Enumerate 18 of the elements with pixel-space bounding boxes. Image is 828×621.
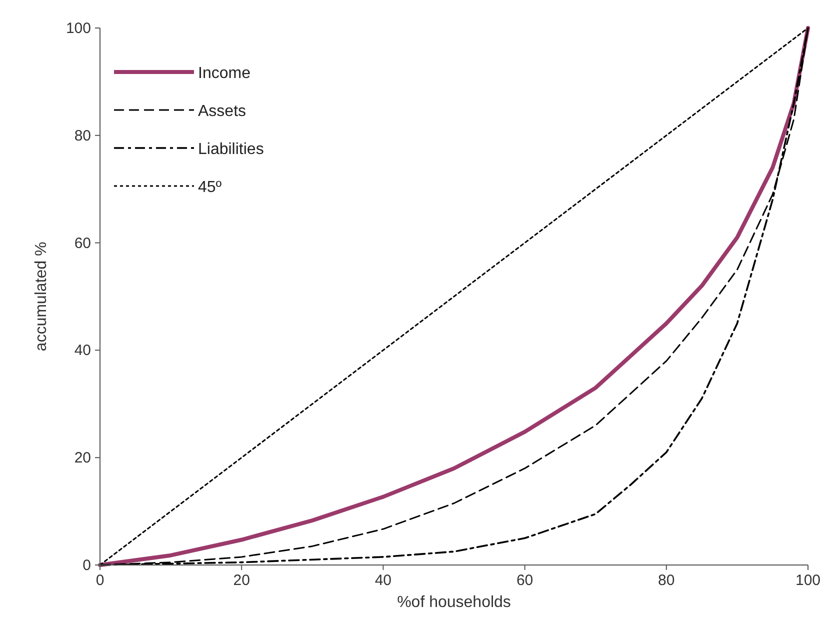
x-tick-label: 100 <box>795 572 821 589</box>
y-axis-title: accumulated % <box>33 242 50 352</box>
x-axis-title: %of households <box>397 594 511 611</box>
y-tick-label: 40 <box>74 342 91 360</box>
x-tick-label: 80 <box>658 572 675 589</box>
x-tick-label: 0 <box>96 572 104 589</box>
y-tick-label: 80 <box>74 127 91 144</box>
legend-label: Liabilities <box>198 141 264 158</box>
x-tick-label: 40 <box>374 572 392 589</box>
y-tick-label: 0 <box>82 557 91 574</box>
legend-label: Income <box>198 65 251 82</box>
legend-label: 45º <box>198 179 222 196</box>
x-tick-label: 60 <box>516 572 534 589</box>
y-tick-label: 60 <box>74 234 91 252</box>
x-tick-label: 20 <box>233 572 250 589</box>
legend-label: Assets <box>198 103 246 120</box>
y-tick-label: 100 <box>66 20 91 37</box>
y-tick-label: 20 <box>74 450 91 467</box>
